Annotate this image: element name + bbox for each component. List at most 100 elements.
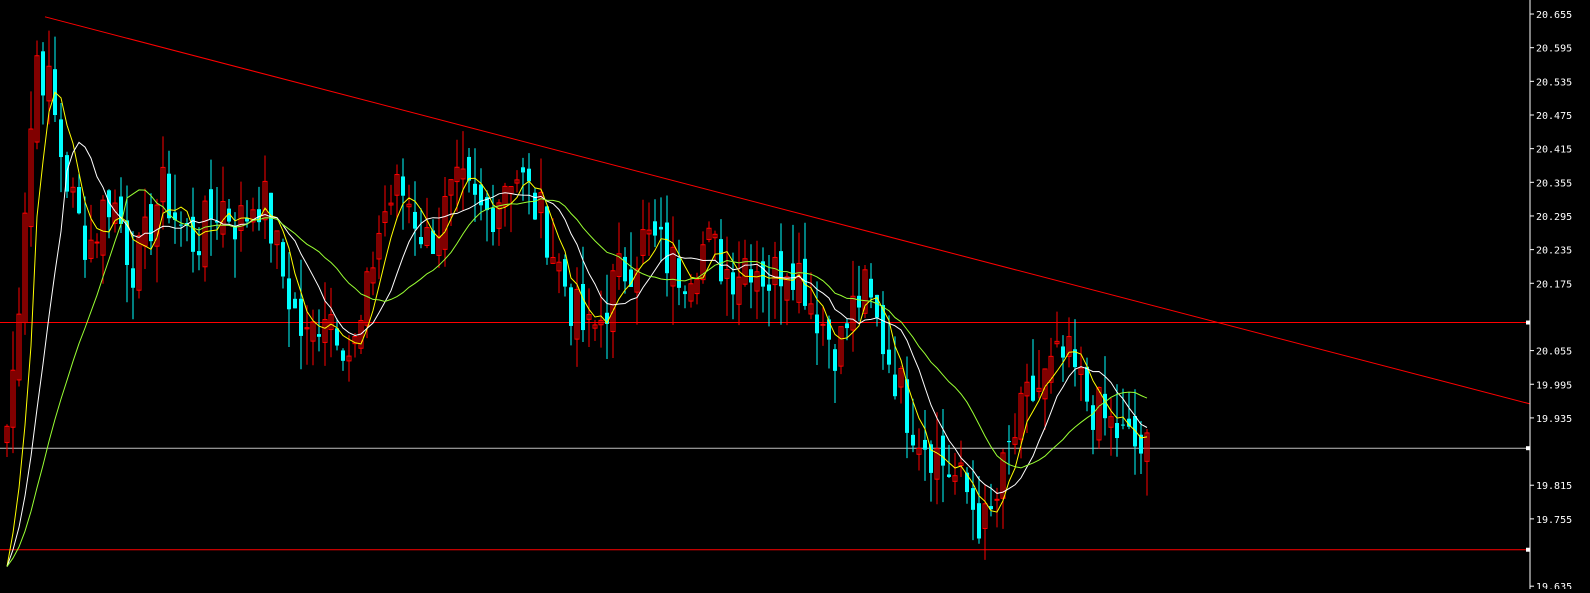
candle-body-down [209, 189, 213, 220]
candle-body-up [364, 271, 370, 326]
candle-body-up [94, 241, 100, 244]
candle-body-down [563, 259, 567, 287]
candle-body-down [299, 298, 303, 336]
candle-body-down [941, 435, 945, 466]
candle-body-down [977, 503, 981, 539]
y-tick-label: 20.595 [1536, 44, 1572, 55]
candle-body-up [634, 268, 640, 293]
candle-body-up [712, 233, 718, 239]
candle-body-down [569, 287, 573, 326]
candle-body-up [250, 209, 256, 223]
candle-body-down [1091, 405, 1095, 430]
candle-body-down [59, 119, 63, 158]
candle-body-down [881, 305, 885, 355]
candle-body-up [496, 202, 502, 229]
candle-body-down [911, 434, 915, 446]
candle-body-down [905, 379, 909, 433]
candle-body-up [310, 321, 316, 342]
candle-body-down [623, 256, 627, 282]
candle-body-up [784, 276, 790, 301]
candle-body-up [448, 179, 454, 196]
candle-body-up [772, 256, 778, 286]
candle-body-down [41, 51, 45, 96]
candle-body-up [154, 204, 160, 247]
candle-body-down [401, 176, 405, 196]
candle-body-up [160, 166, 166, 203]
y-tick-label: 19.755 [1536, 515, 1572, 526]
candle-body-up [370, 267, 376, 284]
candle-body-down [719, 239, 723, 282]
price-tag-marker [1526, 547, 1530, 552]
candle-body-up [898, 367, 904, 388]
candle-body-up [850, 295, 856, 331]
candle-body-up [706, 227, 712, 240]
candle-body-up [502, 185, 508, 207]
candle-body-up [304, 327, 310, 330]
candle-body-up [1048, 355, 1054, 383]
candle-body-up [274, 230, 280, 246]
candle-body-up [514, 179, 520, 184]
candle-body-up [4, 425, 10, 444]
candle-body-down [653, 221, 657, 236]
candle-body-up [1108, 416, 1114, 428]
candle-body-up [952, 475, 958, 482]
candle-body-down [761, 261, 765, 287]
candle-body-down [491, 208, 495, 233]
candle-body-up [394, 174, 400, 196]
y-tick-label: 19.815 [1536, 481, 1572, 492]
candle-body-down [1085, 366, 1089, 402]
candle-body-up [1054, 340, 1060, 345]
candle-body-down [341, 350, 345, 361]
candle-body-down [629, 269, 633, 287]
candle-body-down [281, 242, 285, 277]
candle-body-up [22, 212, 28, 324]
candle-body-down [1127, 418, 1131, 427]
candle-body-down [857, 295, 861, 308]
y-tick-label: 20.055 [1536, 347, 1572, 358]
candle-body-down [779, 251, 783, 287]
candle-body-up [592, 324, 598, 329]
candle-body-down [293, 298, 297, 309]
candle-body-up [10, 369, 16, 428]
y-tick-label: 20.235 [1536, 246, 1572, 257]
candle-body-down [413, 211, 417, 229]
candle-body-up [322, 319, 328, 343]
candle-body-down [191, 216, 195, 252]
candle-body-up [1018, 392, 1024, 440]
candle-body-up [1096, 386, 1102, 441]
candle-body-up [670, 246, 676, 287]
candle-body-up [424, 227, 430, 247]
candle-body-down [947, 474, 951, 477]
candle-body-up [28, 128, 34, 228]
candle-body-up [742, 258, 748, 285]
candle-body-down [803, 258, 807, 306]
candle-body-down [521, 167, 525, 173]
candle-body-down [197, 251, 201, 256]
candle-body-up [1036, 387, 1042, 392]
candle-body-up [262, 180, 268, 221]
candle-body-up [808, 303, 814, 315]
candle-body-up [574, 288, 580, 340]
candle-body-down [473, 183, 477, 195]
candle-body-up [736, 276, 742, 305]
y-tick-label: 20.535 [1536, 77, 1572, 88]
candle-body-up [46, 65, 52, 102]
candle-body-up [406, 203, 412, 208]
candle-body-down [989, 506, 993, 510]
candle-body-down [545, 206, 549, 258]
candle-body-down [875, 294, 879, 318]
candle-body-down [149, 204, 153, 242]
ma-slow-line [6, 189, 1148, 567]
y-tick-label: 20.655 [1536, 10, 1572, 21]
candle-body-down [419, 237, 423, 245]
candle-body-down [845, 323, 849, 329]
candle-body-up [388, 202, 394, 206]
candle-body-down [731, 272, 735, 295]
candle-body-down [605, 312, 609, 324]
candle-body-down [317, 334, 321, 337]
candle-body-down [1103, 393, 1107, 419]
candle-body-down [173, 212, 177, 220]
candle-body-up [1066, 336, 1072, 357]
candle-body-up [694, 278, 700, 295]
